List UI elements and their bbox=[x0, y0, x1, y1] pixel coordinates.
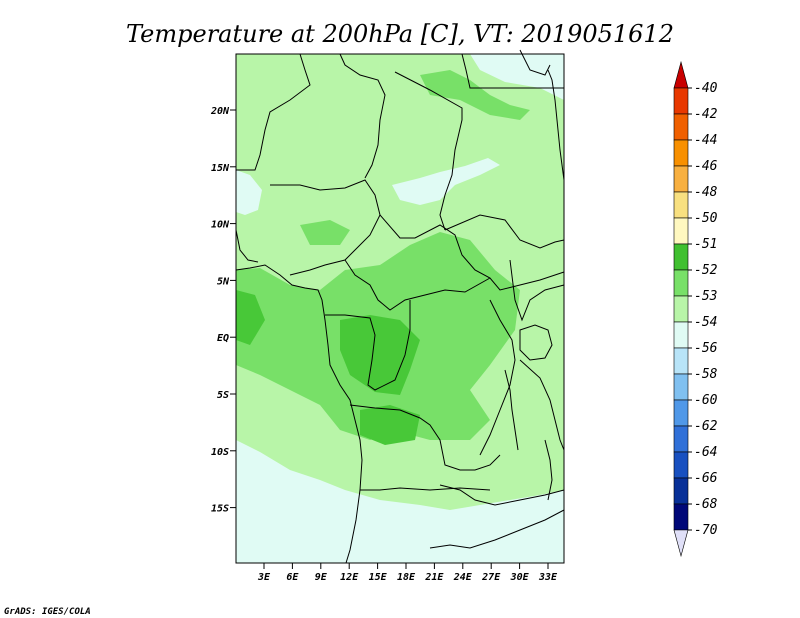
border-congo bbox=[325, 300, 411, 391]
colorbar-segment bbox=[673, 399, 689, 427]
plot-title: Temperature at 200hPa [C], VT: 201905161… bbox=[126, 20, 674, 48]
lon-label: 15E bbox=[369, 572, 388, 583]
lat-label: 5N bbox=[217, 276, 230, 287]
cool-region-west bbox=[236, 170, 262, 215]
border-egypt bbox=[461, 53, 564, 89]
warmest-region-congo bbox=[340, 315, 420, 395]
colorbar-label: -54 bbox=[694, 315, 717, 330]
lon-label: 27E bbox=[481, 572, 501, 583]
warm-region-northeast bbox=[420, 70, 530, 120]
colorbar-label: -70 bbox=[694, 523, 718, 538]
colorbar-label: -42 bbox=[694, 107, 718, 122]
colorbar-label: -64 bbox=[694, 445, 717, 460]
border-north-2 bbox=[339, 53, 386, 179]
border-angola bbox=[360, 487, 491, 491]
coastline-west-africa bbox=[235, 264, 363, 564]
lon-label: 24E bbox=[453, 572, 473, 583]
colorbar-segment bbox=[673, 477, 689, 505]
border-chad-east bbox=[379, 214, 565, 291]
lat-label: 20N bbox=[210, 106, 230, 117]
lon-label: 6E bbox=[286, 572, 299, 583]
lat-label: 10S bbox=[211, 447, 229, 458]
colorbar-label: -52 bbox=[694, 263, 718, 278]
warm-region-north bbox=[300, 220, 350, 245]
colorbar-label: -60 bbox=[694, 393, 718, 408]
colorbar-segment bbox=[673, 425, 689, 453]
colorbar-label: -56 bbox=[694, 341, 718, 356]
latitude-axis: 20N 15N 10N 5N EQ 5S 10S 15S bbox=[210, 106, 236, 515]
lat-label: 15N bbox=[211, 163, 230, 174]
lat-label: EQ bbox=[217, 333, 229, 344]
lon-label: 18E bbox=[397, 572, 416, 583]
colorbar-segment bbox=[673, 321, 689, 349]
colorbar-segment bbox=[673, 87, 689, 115]
colorbar-label: -46 bbox=[694, 159, 718, 174]
colorbar-label: -40 bbox=[694, 81, 718, 96]
colorbar-segment bbox=[673, 347, 689, 375]
border-zambia bbox=[439, 484, 565, 506]
lake-victoria bbox=[519, 324, 553, 361]
colorbar-segment bbox=[673, 243, 689, 271]
colorbar-label: -51 bbox=[694, 237, 717, 252]
colorbar-segment bbox=[673, 451, 689, 479]
rift-east bbox=[509, 259, 565, 322]
lat-label: 15S bbox=[211, 504, 229, 515]
grads-credit: GrADS: IGES/COLA bbox=[4, 607, 91, 617]
colorbar-segment bbox=[673, 113, 689, 141]
border-north-3 bbox=[394, 71, 463, 231]
colorbar-segment bbox=[673, 191, 689, 219]
cool-region-sahara bbox=[392, 158, 500, 205]
colorbar-segment bbox=[673, 503, 689, 531]
lon-label: 12E bbox=[340, 572, 359, 583]
lat-label: 10N bbox=[211, 220, 230, 231]
border-drc-south bbox=[349, 404, 501, 471]
cool-region-north bbox=[470, 54, 564, 100]
lon-label: 9E bbox=[315, 572, 328, 583]
map-panel: 20N 15N 10N 5N EQ 5S 10S 15S 3E 6E 9E 12E 15E 18E 21E… bbox=[210, 49, 565, 583]
colorbar-top-triangle bbox=[673, 60, 689, 89]
colorbar-segment bbox=[673, 165, 689, 193]
colorbar-label: -66 bbox=[694, 471, 718, 486]
lon-label: 3E bbox=[257, 572, 271, 583]
coastlines-borders bbox=[235, 49, 565, 564]
cool-region-south bbox=[236, 440, 564, 563]
cool-region-southwest bbox=[236, 472, 340, 515]
border-car bbox=[344, 259, 491, 311]
lake-tanganyika bbox=[504, 369, 519, 451]
lat-label: 5S bbox=[217, 390, 229, 401]
map-frame bbox=[235, 53, 565, 564]
colorbar-label: -53 bbox=[694, 289, 717, 304]
border-south bbox=[429, 509, 565, 549]
colorbar-label: -68 bbox=[694, 497, 718, 512]
colorbar-label: -48 bbox=[694, 185, 718, 200]
warmest-region-south bbox=[360, 405, 420, 445]
lake-malawi bbox=[544, 439, 553, 501]
east-coast bbox=[547, 69, 565, 181]
border-north-1 bbox=[236, 53, 311, 171]
lon-label: 33E bbox=[538, 572, 558, 583]
colorbar: -40 -42 -44 -46 -48 -50 -51 -52 -53 -54 -56 -58 -60 -… bbox=[673, 60, 718, 558]
warmest-region-west bbox=[236, 290, 265, 345]
colorbar-segment bbox=[673, 217, 689, 245]
colorbar-segment bbox=[673, 373, 689, 401]
colorbar-label: -44 bbox=[694, 133, 717, 148]
colorbar-bottom-triangle bbox=[673, 529, 689, 558]
longitude-axis: 3E 6E 9E 12E 15E 18E 21E 24E 27E 30E 33E bbox=[257, 563, 558, 583]
colorbar-segment bbox=[673, 269, 689, 297]
colorbar-label: -62 bbox=[694, 419, 718, 434]
border-tanzania bbox=[519, 359, 565, 451]
colorbar-segment bbox=[673, 139, 689, 167]
nile-trace bbox=[519, 49, 551, 76]
colorbar-label: -58 bbox=[694, 367, 718, 382]
colorbar-label: -50 bbox=[694, 211, 718, 226]
lon-label: 30E bbox=[510, 572, 530, 583]
coast-gulf-guinea bbox=[235, 229, 259, 263]
colorbar-segment bbox=[673, 295, 689, 323]
lon-label: 21E bbox=[424, 572, 444, 583]
border-sudan bbox=[444, 214, 565, 249]
border-drc-east bbox=[479, 299, 516, 456]
